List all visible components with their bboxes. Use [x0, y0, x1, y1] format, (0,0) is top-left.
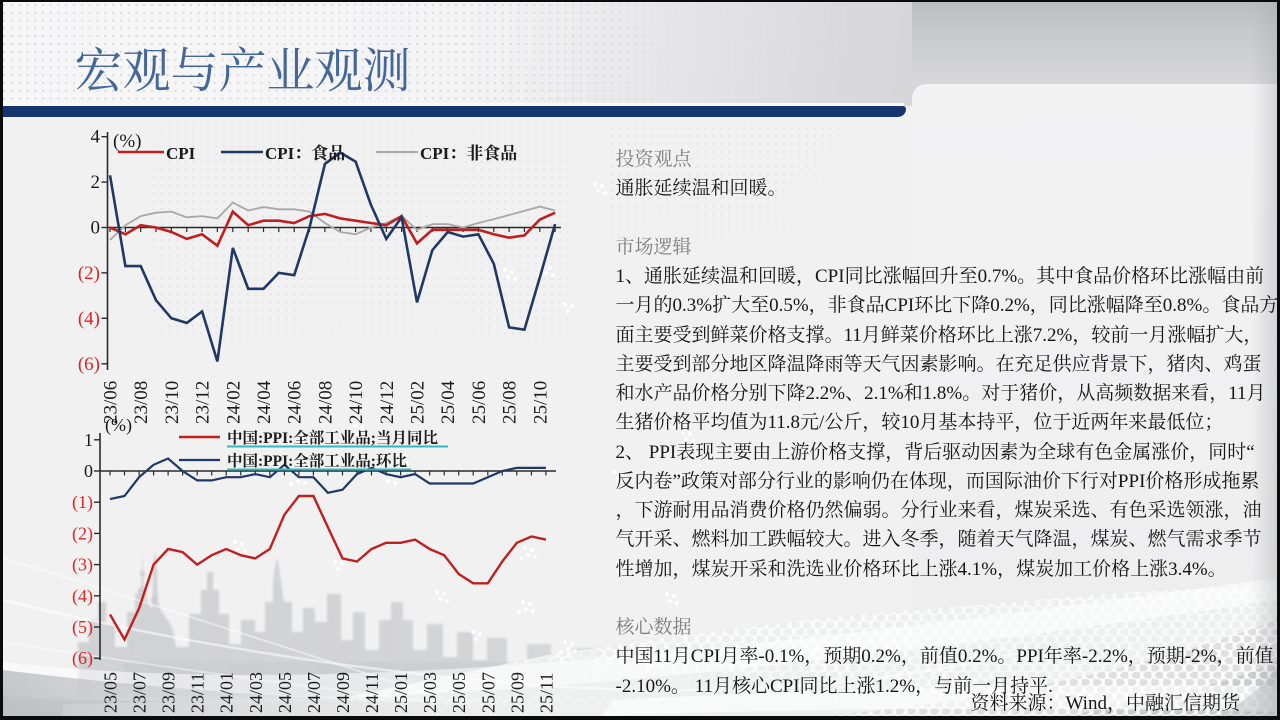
svg-text:CPI：非食品: CPI：非食品 — [420, 144, 517, 163]
svg-text:中国:PPI:全部工业品;当月同比: 中国:PPI:全部工业品;当月同比 — [227, 428, 438, 447]
svg-text:25/07: 25/07 — [478, 672, 498, 713]
svg-text:23/10: 23/10 — [161, 381, 182, 424]
svg-text:25/10: 25/10 — [530, 381, 551, 424]
svg-text:25/04: 25/04 — [438, 380, 459, 424]
svg-text:24/12: 24/12 — [376, 381, 397, 424]
svg-text:(%): (%) — [113, 131, 141, 152]
svg-text:(2): (2) — [77, 263, 99, 284]
svg-text:25/01: 25/01 — [391, 672, 411, 713]
svg-text:24/01: 24/01 — [216, 672, 236, 713]
svg-text:24/09: 24/09 — [333, 672, 353, 713]
svg-text:23/05: 23/05 — [100, 672, 120, 713]
svg-text:24/05: 24/05 — [274, 672, 294, 713]
svg-text:25/03: 25/03 — [420, 672, 440, 713]
svg-text:24/06: 24/06 — [284, 381, 305, 424]
svg-text:24/08: 24/08 — [315, 381, 336, 424]
svg-text:CPI：食品: CPI：食品 — [265, 144, 345, 163]
svg-text:24/04: 24/04 — [254, 380, 275, 424]
svg-text:(6): (6) — [72, 648, 93, 669]
svg-text:23/06: 23/06 — [100, 381, 121, 424]
svg-text:4: 4 — [90, 127, 100, 148]
svg-text:23/11: 23/11 — [187, 673, 207, 713]
svg-text:2: 2 — [90, 172, 100, 193]
svg-text:中国:PPI:全部工业品;环比: 中国:PPI:全部工业品;环比 — [227, 452, 407, 470]
svg-text:24/11: 24/11 — [362, 673, 382, 713]
svg-text:(1): (1) — [72, 492, 93, 513]
svg-text:25/06: 25/06 — [468, 381, 489, 424]
svg-text:CPI: CPI — [166, 144, 196, 163]
svg-text:24/07: 24/07 — [303, 672, 323, 713]
svg-text:(2): (2) — [72, 523, 93, 544]
svg-text:(%): (%) — [105, 415, 132, 436]
svg-text:25/02: 25/02 — [407, 381, 428, 424]
svg-text:0: 0 — [90, 218, 100, 239]
svg-text:24/03: 24/03 — [245, 672, 265, 713]
svg-text:(5): (5) — [72, 617, 93, 638]
svg-text:25/08: 25/08 — [499, 381, 520, 424]
svg-text:0: 0 — [84, 461, 93, 481]
svg-text:25/09: 25/09 — [507, 672, 527, 713]
svg-text:(6): (6) — [77, 354, 99, 375]
svg-text:(3): (3) — [72, 555, 93, 576]
svg-text:1: 1 — [84, 430, 93, 450]
svg-text:24/10: 24/10 — [346, 381, 367, 424]
svg-text:24/02: 24/02 — [223, 381, 244, 424]
svg-text:23/09: 23/09 — [158, 672, 178, 713]
svg-text:23/08: 23/08 — [131, 381, 152, 424]
svg-text:25/05: 25/05 — [449, 672, 469, 713]
svg-text:25/11: 25/11 — [536, 673, 556, 713]
svg-text:(4): (4) — [77, 308, 99, 329]
svg-text:23/12: 23/12 — [192, 381, 213, 424]
svg-text:(4): (4) — [72, 586, 93, 607]
svg-text:23/07: 23/07 — [129, 672, 149, 713]
